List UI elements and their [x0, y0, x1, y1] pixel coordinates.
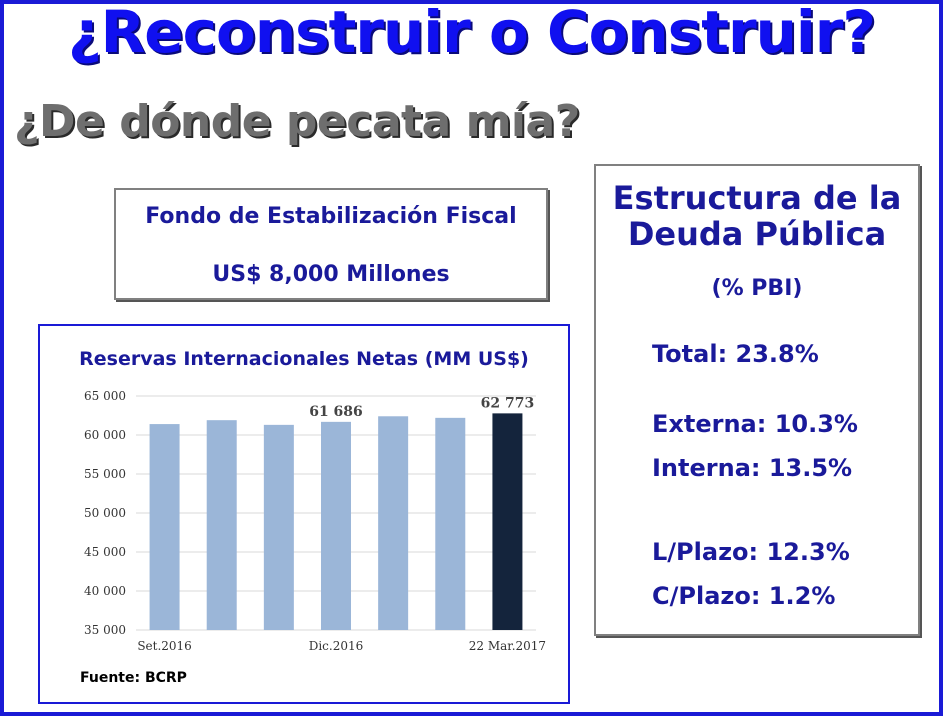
chart-source: Fuente: BCRP	[80, 670, 187, 686]
reserve-bar	[263, 424, 294, 630]
x-tick-label: 22 Mar.2017	[469, 639, 546, 653]
reserves-chart-box: Reservas Internacionales Netas (MM US$) …	[38, 324, 570, 704]
debt-long-term: L/Plazo: 12.3%	[652, 538, 850, 566]
slide-subtitle: ¿De dónde pecata mía?	[14, 96, 580, 147]
y-tick-label: 45 000	[84, 545, 126, 559]
y-tick-label: 60 000	[84, 428, 126, 442]
reserve-bar	[435, 417, 466, 630]
debt-title-line2: Deuda Pública	[627, 215, 887, 253]
y-tick-label: 35 000	[84, 623, 126, 637]
fund-name: Fondo de Estabilización Fiscal	[145, 204, 517, 229]
public-debt-box: Estructura de la Deuda Pública (% PBI) T…	[594, 164, 920, 636]
debt-external: Externa: 10.3%	[652, 410, 858, 438]
fiscal-fund-box: Fondo de Estabilización Fiscal US$ 8,000…	[114, 188, 548, 300]
fund-amount: US$ 8,000 Millones	[212, 262, 450, 287]
debt-internal: Interna: 13.5%	[652, 454, 853, 482]
debt-total: Total: 23.8%	[652, 340, 819, 368]
reserve-bar	[206, 420, 237, 630]
reserve-bar	[492, 413, 523, 630]
y-tick-label: 40 000	[84, 584, 126, 598]
debt-short-term: C/Plazo: 1.2%	[652, 582, 836, 610]
x-tick-label: Dic.2016	[309, 639, 364, 653]
y-tick-label: 50 000	[84, 506, 126, 520]
x-tick-label: Set.2016	[137, 639, 192, 653]
debt-unit: (% PBI)	[711, 276, 803, 301]
chart-title: Reservas Internacionales Netas (MM US$)	[79, 348, 529, 370]
y-tick-label: 65 000	[84, 389, 126, 403]
reserves-bar-chart: 35 000 40 000 45 000 50 000 55 000 60 000 65 0…	[84, 389, 546, 653]
reserve-bar	[149, 424, 180, 630]
debt-title: Estructura de la Deuda Pública	[596, 180, 918, 252]
bar-data-label: 61 686	[309, 404, 363, 420]
y-tick-label: 55 000	[84, 467, 126, 481]
reserve-bar	[321, 421, 351, 630]
slide-title: ¿Reconstruir o Construir?	[68, 0, 876, 66]
bar-data-label: 62 773	[481, 395, 535, 411]
debt-title-line1: Estructura de la	[612, 179, 902, 217]
reserve-bar	[378, 416, 409, 630]
